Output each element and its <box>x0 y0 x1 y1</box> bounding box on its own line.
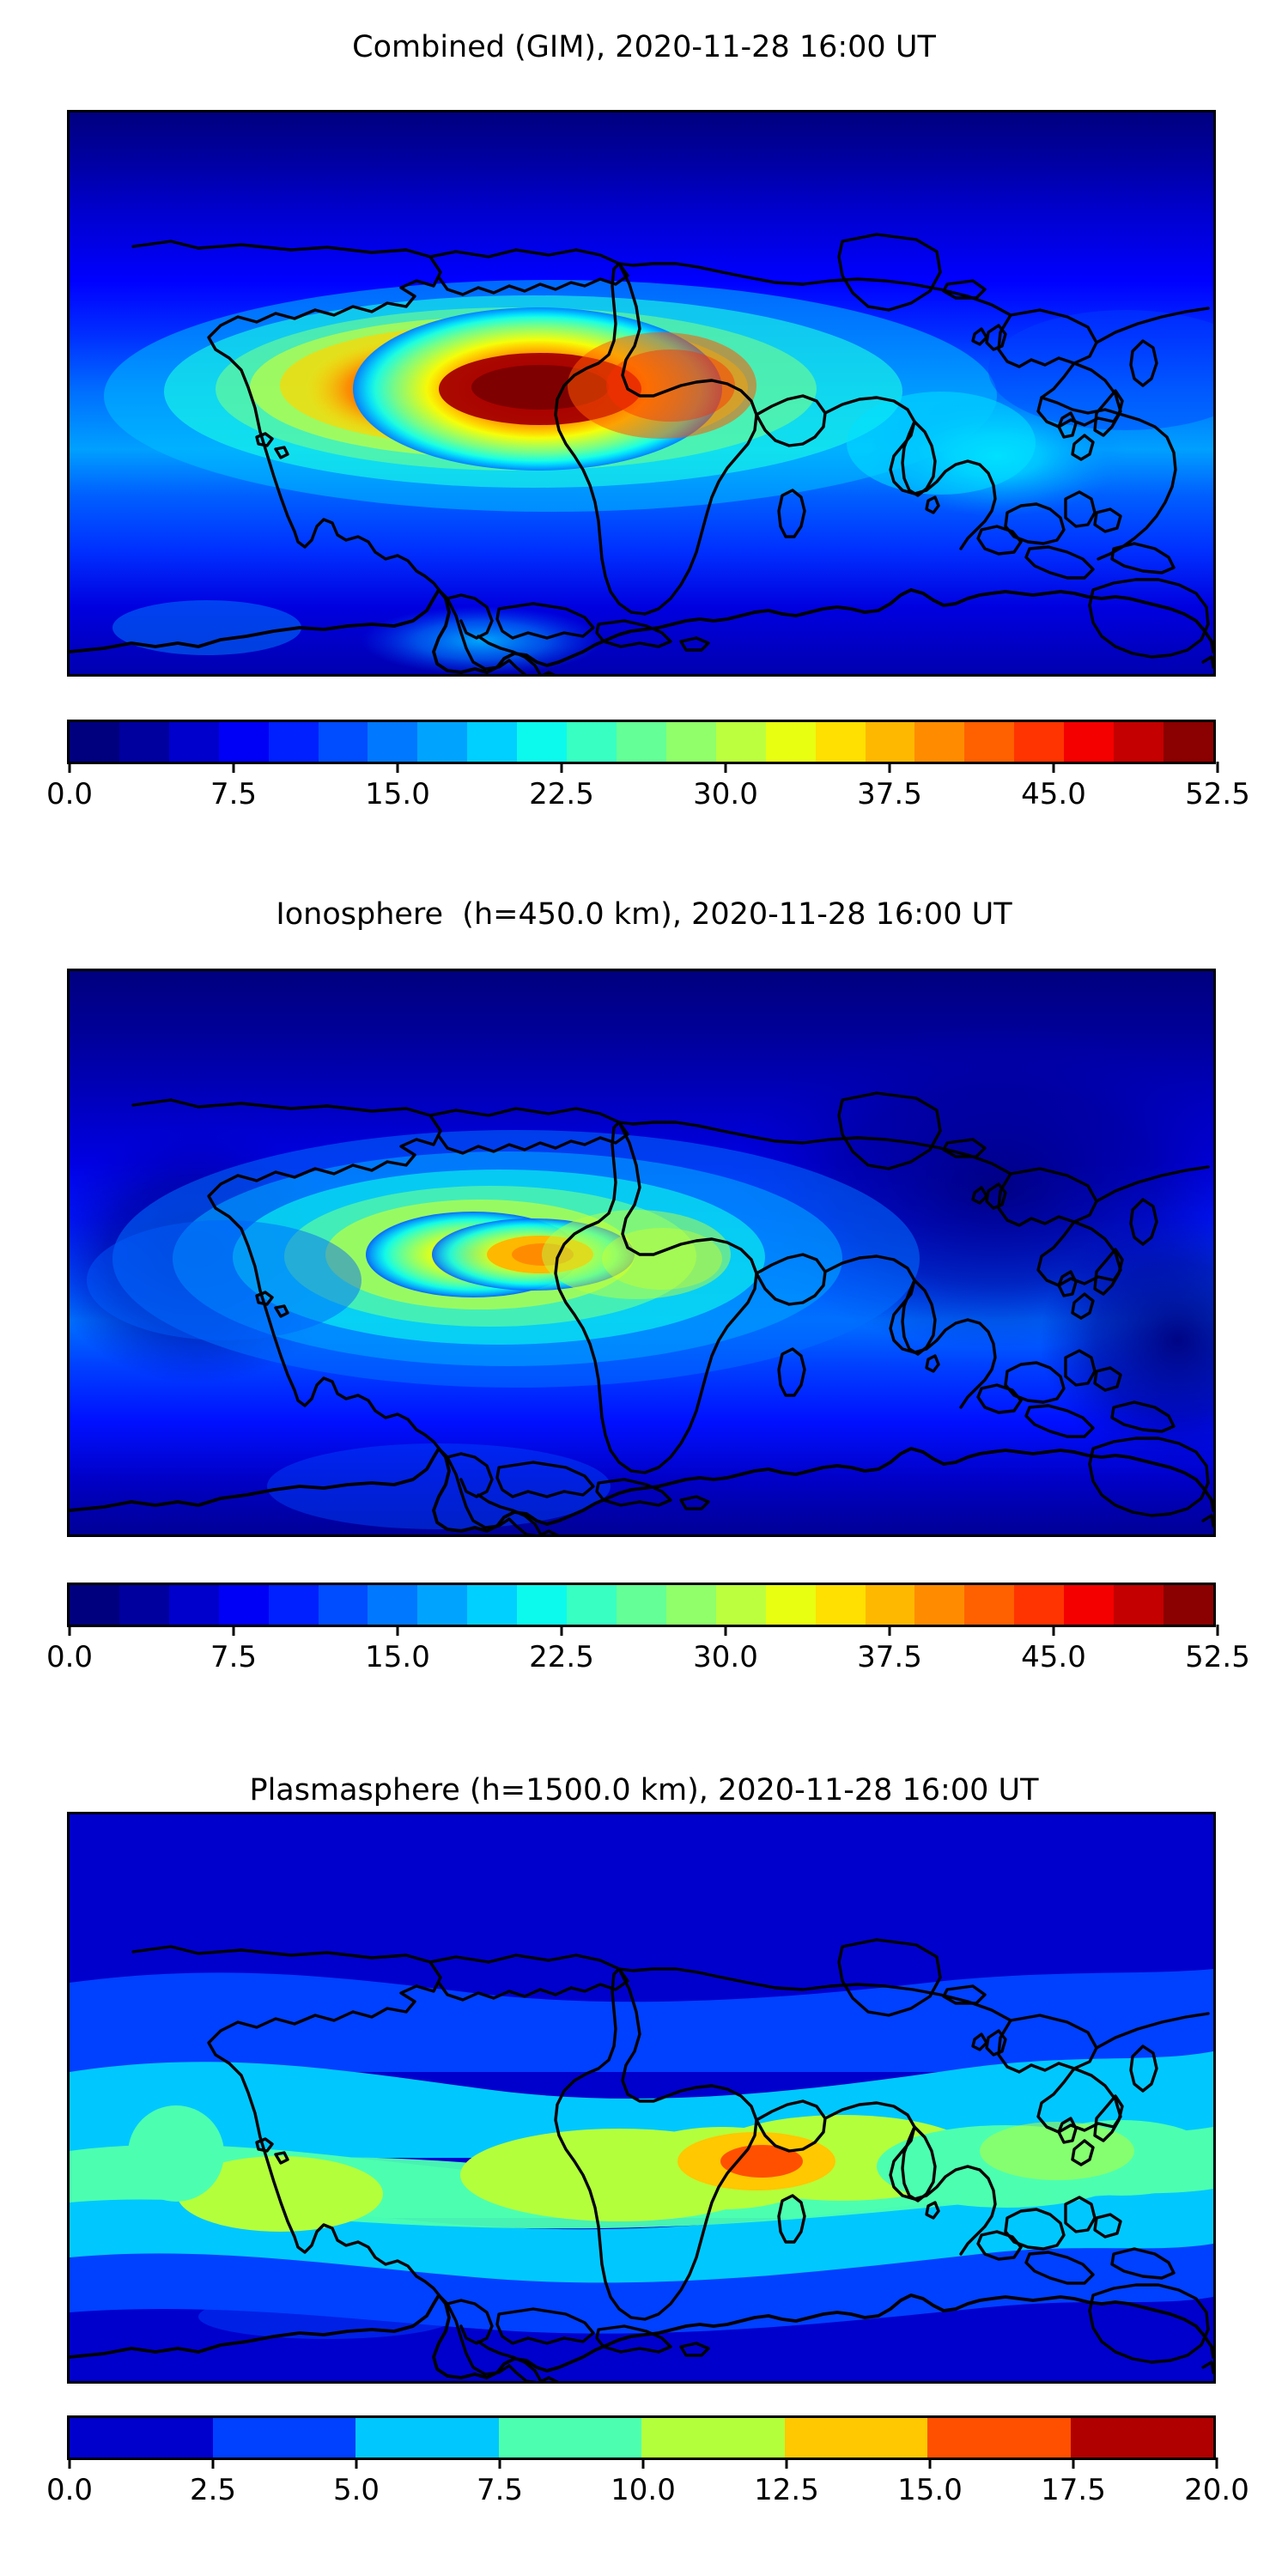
colorbar-ticklabel: 0.0 <box>46 1640 94 1674</box>
colorbar-ticklabel: 12.5 <box>754 2473 819 2507</box>
colorbar-ticks-ionosphere <box>67 1625 1219 1643</box>
tick-7 <box>1216 762 1219 773</box>
colorbar-ticklabel: 0.0 <box>46 777 94 811</box>
panel-title-combined-gim: Combined (GIM), 2020-11-28 16:00 UT <box>352 30 936 64</box>
map-axes-combined-gim <box>67 110 1216 677</box>
tick-1 <box>232 1625 235 1636</box>
tick-6 <box>1052 1625 1055 1636</box>
colorbar-ticklabel: 22.5 <box>529 1640 594 1674</box>
tick-5 <box>888 762 891 773</box>
colorbar-ticklabel: 20.0 <box>1184 2473 1249 2507</box>
colorbar-ticklabel: 17.5 <box>1041 2473 1106 2507</box>
colorbar-ticklabel: 10.0 <box>611 2473 676 2507</box>
tick-4 <box>641 2458 645 2469</box>
tick-5 <box>888 1625 891 1636</box>
colorbar-ticklabels-combined: 0.0 7.5 15.0 22.5 30.0 37.5 45.0 52.5 <box>0 777 1288 820</box>
tick-0 <box>68 2458 71 2469</box>
panel-ionosphere: Ionosphere (h=450.0 km), 2020-11-28 16:0… <box>0 867 1288 1726</box>
map-field-plasmasphere <box>70 1814 1213 2381</box>
tick-6 <box>928 2458 932 2469</box>
colorbar-ticklabel: 5.0 <box>332 2473 380 2507</box>
tick-8 <box>1215 2458 1218 2469</box>
colorbar-ticklabel: 52.5 <box>1185 777 1250 811</box>
tick-5 <box>785 2458 788 2469</box>
tick-1 <box>232 762 235 773</box>
colorbar-ionosphere <box>67 1583 1216 1627</box>
panel-plasmasphere: Plasmasphere (h=1500.0 km), 2020-11-28 1… <box>0 1743 1288 2576</box>
tick-4 <box>724 762 727 773</box>
map-axes-ionosphere <box>67 969 1216 1537</box>
colorbar-ticklabel: 37.5 <box>857 1640 922 1674</box>
colorbar-gradient-combined <box>70 722 1213 762</box>
tec-contour-combined <box>70 112 1213 674</box>
tick-2 <box>396 1625 399 1636</box>
colorbar-ticks-plasmasphere <box>67 2458 1218 2476</box>
tick-3 <box>498 2458 501 2469</box>
tick-7 <box>1216 1625 1219 1636</box>
colorbar-ticklabel: 0.0 <box>46 2473 94 2507</box>
colorbar-ticklabel: 2.5 <box>189 2473 237 2507</box>
map-field-ionosphere <box>70 971 1213 1534</box>
tick-0 <box>68 762 71 773</box>
colorbar-ticklabel: 15.0 <box>897 2473 963 2507</box>
colorbar-ticklabel: 30.0 <box>693 777 758 811</box>
tick-6 <box>1052 762 1055 773</box>
colorbar-ticklabel: 45.0 <box>1021 777 1086 811</box>
colorbar-ticklabels-ionosphere: 0.0 7.5 15.0 22.5 30.0 37.5 45.0 52.5 <box>0 1640 1288 1683</box>
colorbar-ticklabel: 15.0 <box>365 1640 430 1674</box>
map-field-combined-gim <box>70 112 1213 674</box>
panel-title-plasmasphere: Plasmasphere (h=1500.0 km), 2020-11-28 1… <box>249 1773 1039 1807</box>
colorbar-gradient-plasmasphere <box>70 2418 1213 2458</box>
colorbar-ticklabel: 7.5 <box>210 777 258 811</box>
colorbar-ticklabel: 37.5 <box>857 777 922 811</box>
panel-combined-gim: Combined (GIM), 2020-11-28 16:00 UT <box>0 0 1288 850</box>
colorbar-ticklabels-plasmasphere: 0.0 2.5 5.0 7.5 10.0 12.5 15.0 17.5 20.0 <box>0 2473 1288 2516</box>
panel-title-ionosphere: Ionosphere (h=450.0 km), 2020-11-28 16:0… <box>276 897 1012 932</box>
colorbar-combined-gim <box>67 720 1216 764</box>
tec-contour-plasmasphere <box>70 1814 1213 2381</box>
colorbar-ticklabel: 7.5 <box>476 2473 524 2507</box>
tick-2 <box>355 2458 358 2469</box>
tick-1 <box>211 2458 215 2469</box>
map-axes-plasmasphere <box>67 1812 1216 2384</box>
tick-7 <box>1072 2458 1075 2469</box>
colorbar-ticklabel: 30.0 <box>693 1640 758 1674</box>
tick-3 <box>560 1625 563 1636</box>
colorbar-ticklabel: 7.5 <box>210 1640 258 1674</box>
colorbar-ticklabel: 22.5 <box>529 777 594 811</box>
colorbar-ticks-combined <box>67 762 1219 781</box>
colorbar-ticklabel: 45.0 <box>1021 1640 1086 1674</box>
colorbar-ticklabel: 15.0 <box>365 777 430 811</box>
tick-3 <box>560 762 563 773</box>
colorbar-ticklabel: 52.5 <box>1185 1640 1250 1674</box>
colorbar-gradient-ionosphere <box>70 1585 1213 1625</box>
tick-2 <box>396 762 399 773</box>
tick-4 <box>724 1625 727 1636</box>
colorbar-plasmasphere <box>67 2415 1216 2460</box>
tick-0 <box>68 1625 71 1636</box>
tec-contour-ionosphere <box>70 971 1213 1534</box>
